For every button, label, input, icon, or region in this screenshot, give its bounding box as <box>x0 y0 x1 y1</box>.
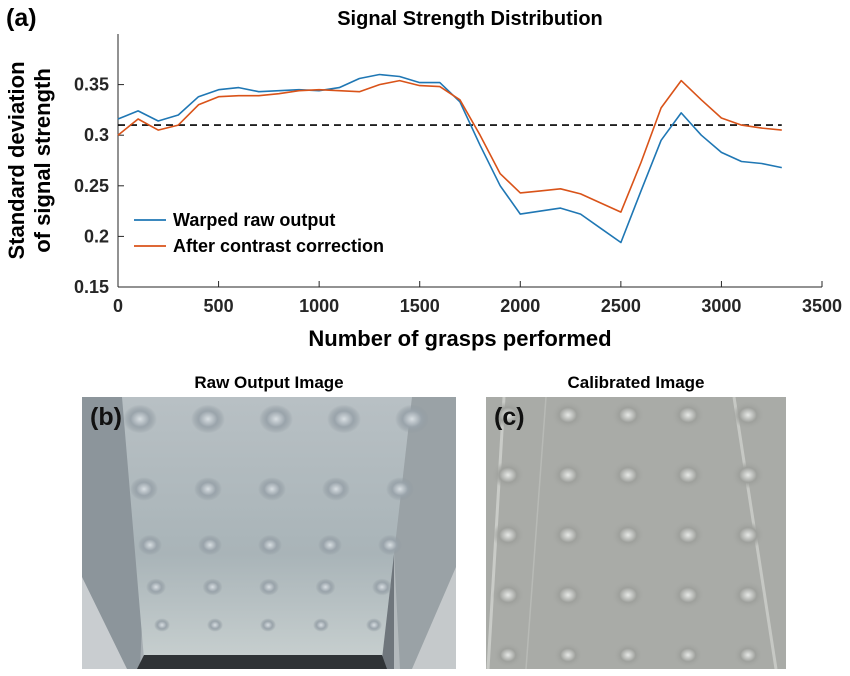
x-tick-label: 3500 <box>802 296 842 316</box>
y-tick-label: 0.15 <box>74 277 109 297</box>
tactile-bump <box>366 618 382 632</box>
tactile-bump <box>672 461 704 489</box>
tactile-bump <box>207 618 223 632</box>
tactile-bump <box>194 477 222 501</box>
tactile-bump <box>494 643 522 667</box>
tactile-bump <box>734 643 762 667</box>
x-tick-label: 1500 <box>400 296 440 316</box>
image-c-title: Calibrated Image <box>567 373 705 392</box>
tactile-bump <box>674 643 702 667</box>
tactile-bump <box>313 618 329 632</box>
tactile-bump <box>612 401 644 429</box>
tactile-bump <box>552 401 584 429</box>
tactile-bump <box>315 578 336 596</box>
tactile-bump <box>322 477 350 501</box>
raw-output-photo <box>82 397 456 669</box>
y-tick-label: 0.25 <box>74 176 109 196</box>
tactile-bump <box>386 477 414 501</box>
tactile-bump <box>154 618 170 632</box>
tactile-bump <box>259 578 279 596</box>
tactile-bump <box>378 534 402 556</box>
tactile-bump <box>612 581 644 609</box>
line-chart: 0 500 1000 1500 2000 2500 3000 3500 0.15 0.2 0.25 0… <box>4 8 842 351</box>
tactile-bump <box>260 618 276 632</box>
tactile-bump <box>258 477 286 501</box>
tactile-bump <box>552 461 584 489</box>
x-tick-label: 3000 <box>701 296 741 316</box>
tactile-bump <box>612 521 644 549</box>
tactile-bump <box>614 643 642 667</box>
tactile-bump <box>327 404 361 434</box>
panel-a-label: (a) <box>6 4 37 32</box>
tactile-bump <box>130 477 158 501</box>
raw-output-image: (b) <box>82 397 456 669</box>
panel-b-label: (b) <box>90 403 122 431</box>
y-tick-label: 0.3 <box>84 125 109 145</box>
series-line-warped-raw-output <box>117 73 782 244</box>
x-axis-label: Number of grasps performed <box>308 326 611 351</box>
tactile-bump <box>492 461 524 489</box>
tactile-bump <box>191 404 225 434</box>
tactile-bump <box>732 461 764 489</box>
tactile-bump <box>492 581 524 609</box>
tactile-bump <box>138 534 162 556</box>
tactile-bump <box>123 404 157 434</box>
y-axis-label-line2: of signal strength <box>30 68 55 253</box>
tactile-bump <box>146 578 166 596</box>
tactile-bump <box>612 461 644 489</box>
tactile-bump <box>552 521 584 549</box>
tactile-bump <box>672 401 704 429</box>
tactile-bump <box>198 534 222 556</box>
tactile-bump <box>672 581 704 609</box>
tactile-bump <box>258 534 282 556</box>
x-tick-label: 1000 <box>299 296 339 316</box>
y-tick-label: 0.35 <box>74 75 109 95</box>
calibrated-image: (c) <box>486 397 786 669</box>
tactile-bump <box>372 578 392 596</box>
tactile-bump <box>492 521 524 549</box>
tactile-bump <box>492 401 524 429</box>
y-axis-label-line1: Standard deviation <box>4 61 29 259</box>
legend-label: After contrast correction <box>173 236 384 256</box>
tactile-bump <box>732 521 764 549</box>
chart-title: Signal Strength Distribution <box>337 8 603 30</box>
tactile-bump <box>395 404 429 434</box>
tactile-bump <box>732 401 764 429</box>
panel-c-label: (c) <box>494 403 525 431</box>
series-line-after-contrast-correction <box>117 79 782 213</box>
tactile-bump <box>554 643 582 667</box>
y-tick-label: 0.2 <box>84 226 109 246</box>
calibrated-photo <box>486 397 786 669</box>
image-b-title: Raw Output Image <box>194 373 344 392</box>
tactile-bump <box>259 404 293 434</box>
x-tick-label: 500 <box>204 296 234 316</box>
legend-label: Warped raw output <box>173 210 335 230</box>
x-tick-label: 2500 <box>601 296 641 316</box>
tactile-bump <box>552 581 584 609</box>
tactile-bump <box>318 534 342 556</box>
x-tick-label: 0 <box>113 296 123 316</box>
tactile-bump <box>672 521 704 549</box>
tactile-bump <box>202 578 223 596</box>
x-tick-label: 2000 <box>500 296 540 316</box>
tactile-bump <box>732 581 764 609</box>
